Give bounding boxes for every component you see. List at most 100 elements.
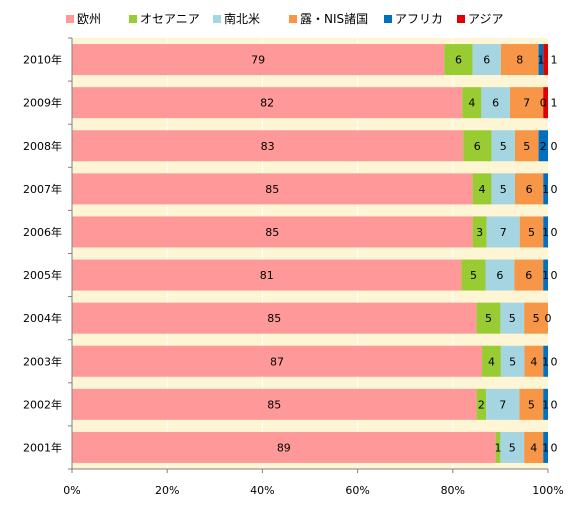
legend-swatch (129, 15, 137, 23)
data-label: 1 (542, 355, 549, 368)
data-label: 85 (265, 226, 279, 239)
data-label: 0 (545, 312, 552, 325)
y-tick-label: 2006年 (23, 225, 62, 239)
bars: 79 6 6 8 1 182 4 6 7 0 183 6 5 5 2 085 4 5 6 1 085 3 7 5 1 081 5 6 6… (72, 44, 558, 463)
y-tick-label: 2005年 (23, 268, 62, 282)
bar-segment (486, 216, 520, 248)
legend-swatch (213, 15, 221, 23)
bar-segment (472, 44, 501, 76)
data-label: 0 (540, 97, 547, 110)
data-label: 0 (551, 441, 558, 454)
data-label: 1 (537, 54, 544, 67)
bar-segment (524, 345, 544, 377)
data-label: 7 (523, 97, 530, 110)
bar-segment (543, 431, 548, 463)
bar-segment (461, 259, 486, 291)
bar-segment (543, 87, 548, 119)
bar-segment (72, 87, 463, 119)
data-label: 1 (551, 54, 558, 67)
bar-segment (476, 388, 487, 420)
data-label: 87 (270, 355, 284, 368)
bar-segment (543, 259, 548, 291)
legend-swatch (289, 15, 297, 23)
bar-segment (500, 345, 525, 377)
bar-segment (543, 345, 548, 377)
bar-segment (72, 130, 464, 162)
x-axis-labels: 0% 20% 40% 60% 80% 100% (63, 484, 563, 497)
legend-label: 欧州 (77, 12, 101, 26)
bar-segment (500, 302, 525, 334)
data-label: 5 (509, 355, 516, 368)
bar-segment (472, 216, 487, 248)
bar-segment (543, 216, 548, 248)
y-tick-label: 2002年 (23, 397, 62, 411)
data-label: 2 (478, 398, 485, 411)
legend-swatch (384, 15, 392, 23)
x-tick-label: 0% (63, 484, 80, 497)
bar-segment (72, 173, 473, 205)
legend-swatch (457, 15, 465, 23)
bar-segment (491, 130, 516, 162)
bar-segment (538, 44, 544, 76)
data-label: 79 (251, 54, 265, 67)
bar-segment (72, 44, 445, 76)
bar-segment (491, 173, 516, 205)
bar-segment (482, 345, 501, 377)
data-label: 1 (542, 269, 549, 282)
data-label: 7 (499, 398, 506, 411)
data-label: 5 (528, 226, 535, 239)
data-label: 1 (542, 226, 549, 239)
data-label: 5 (500, 140, 507, 153)
data-label: 83 (261, 140, 275, 153)
bar-segment (444, 44, 473, 76)
bar-segment (462, 87, 482, 119)
legend-label: 南北米 (224, 11, 260, 26)
data-label: 4 (488, 355, 495, 368)
data-label: 0 (551, 398, 558, 411)
bar-segment (543, 44, 548, 76)
bar-segment (524, 431, 544, 463)
data-label: 6 (526, 183, 533, 196)
data-label: 81 (260, 269, 274, 282)
bar-segment (519, 388, 544, 420)
data-label: 85 (267, 312, 281, 325)
y-tick-label: 2001年 (23, 440, 62, 454)
data-label: 85 (267, 398, 281, 411)
data-label: 4 (479, 183, 486, 196)
bar-segment (72, 216, 473, 248)
data-label: 5 (523, 140, 530, 153)
data-label: 1 (542, 183, 549, 196)
x-tick-label: 80% (441, 484, 465, 497)
data-label: 8 (516, 54, 523, 67)
data-label: 6 (492, 97, 499, 110)
y-tick-label: 2009年 (23, 96, 62, 110)
y-tick-label: 2008年 (23, 139, 62, 153)
bar-segment (72, 345, 483, 377)
legend-swatch (66, 15, 74, 23)
bar-segment (481, 87, 510, 119)
x-tick-label: 100% (532, 484, 563, 497)
bar-segment (72, 259, 462, 291)
bar-segment (495, 431, 501, 463)
data-label: 1 (495, 441, 502, 454)
data-label: 5 (470, 269, 477, 282)
bar-segment (515, 173, 544, 205)
x-tick-label: 40% (250, 484, 274, 497)
data-label: 4 (530, 441, 537, 454)
bar-segment (509, 87, 544, 119)
data-label: 3 (476, 226, 483, 239)
data-label: 6 (496, 269, 503, 282)
bar-segment (543, 173, 548, 205)
bar-segment (519, 216, 544, 248)
bar-segment (472, 173, 492, 205)
data-label: 6 (455, 54, 462, 67)
data-label: 0 (551, 269, 558, 282)
bar-segment (463, 130, 492, 162)
data-label: 2 (540, 140, 547, 153)
bar-segment (543, 388, 548, 420)
bar-segment (486, 388, 520, 420)
data-label: 0 (551, 226, 558, 239)
y-tick-label: 2010年 (23, 53, 62, 67)
bar-segment (476, 302, 501, 334)
data-label: 6 (474, 140, 481, 153)
